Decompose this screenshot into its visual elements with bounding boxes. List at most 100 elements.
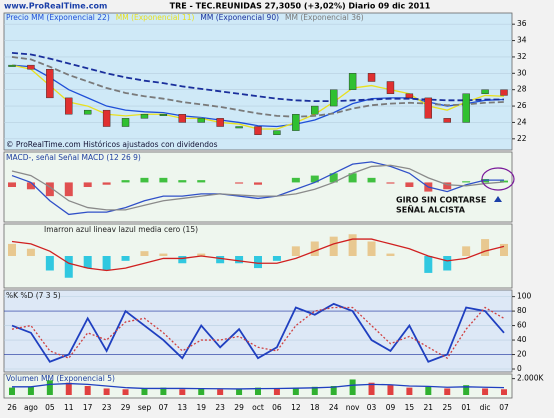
candle xyxy=(386,81,395,94)
oscillator-bar xyxy=(443,256,452,271)
macd-histogram xyxy=(45,182,54,197)
candle xyxy=(159,114,168,116)
oscillator-bar xyxy=(64,256,73,278)
panel-title: Volumen MM (Exponencial 5) xyxy=(6,374,115,383)
oscillator-bar xyxy=(8,243,16,256)
y-tick-label: 28 xyxy=(517,85,527,94)
oscillator-bar xyxy=(159,253,168,256)
candle xyxy=(405,93,414,99)
volume-bar xyxy=(9,387,15,395)
candle xyxy=(424,97,433,119)
candle xyxy=(500,89,508,96)
candle xyxy=(140,114,149,119)
y-tick-label: 20 xyxy=(517,350,527,359)
volume-bar xyxy=(292,387,299,395)
oscillator-bar xyxy=(348,234,357,256)
candle xyxy=(443,118,451,123)
x-tick-label: 25 xyxy=(442,403,452,412)
volume-bar xyxy=(179,389,186,395)
x-tick-label: 12 xyxy=(291,403,301,412)
oscillator-bar xyxy=(102,256,111,271)
volume-bar xyxy=(273,388,280,395)
y-tick-label: 36 xyxy=(517,19,527,28)
candle xyxy=(216,118,224,127)
x-tick-label: 19 xyxy=(196,403,206,412)
footer-note: © ProRealTime.com Históricos ajustados c… xyxy=(6,140,218,149)
x-tick-label: 17 xyxy=(83,403,93,412)
macd-histogram xyxy=(500,180,508,183)
candle xyxy=(46,69,54,99)
candle xyxy=(311,105,319,115)
brand: www.ProRealTime.com xyxy=(4,2,107,11)
panel-title: %K %D (7 3 5) xyxy=(6,291,61,300)
candle xyxy=(102,109,111,127)
x-tick-label: 05 xyxy=(45,403,55,412)
volume-bar xyxy=(330,386,337,395)
volume-bar xyxy=(482,388,489,395)
oscillator-bar xyxy=(45,256,54,271)
volume-bar xyxy=(46,380,53,395)
oscillator-bar xyxy=(481,239,490,256)
oscillator-bar xyxy=(197,253,206,256)
y-tick-label: 34 xyxy=(517,36,527,45)
candle xyxy=(27,64,35,70)
volume-bar xyxy=(198,388,205,395)
x-tick-label: 21 xyxy=(424,403,434,412)
candle xyxy=(481,89,489,94)
oscillator-bar xyxy=(83,256,92,269)
panel-title: MACD-, señal Señal MACD (12 26 9) xyxy=(6,153,141,162)
volume-bar xyxy=(311,386,318,395)
x-tick-label: 07 xyxy=(159,403,169,412)
volume-average xyxy=(12,382,505,390)
oscillator-bar xyxy=(26,248,35,256)
x-tick-label: 18 xyxy=(310,403,320,412)
macd-histogram xyxy=(405,182,414,187)
volume-bar xyxy=(27,386,34,395)
oscillator-bar xyxy=(216,256,225,264)
candle xyxy=(65,97,73,115)
volume-bar xyxy=(501,389,507,395)
volume-bar xyxy=(217,389,224,395)
macd-histogram xyxy=(386,182,395,184)
y-tick-label: 60 xyxy=(517,321,527,330)
macd-histogram xyxy=(8,182,16,187)
x-tick-label: 01 xyxy=(461,403,471,412)
volume-bar xyxy=(255,387,261,395)
x-tick-label: dic xyxy=(480,403,491,412)
macd-histogram xyxy=(443,182,452,190)
macd-histogram xyxy=(102,182,111,185)
macd-histogram xyxy=(329,173,338,183)
oscillator-bar xyxy=(121,256,130,261)
chart-title: TRE - TEC.REUNIDAS 27,3050 (+3,02%) Diar… xyxy=(170,2,431,11)
highlight xyxy=(481,167,515,191)
x-tick-label: 06 xyxy=(272,403,282,412)
macd-histogram xyxy=(310,175,319,183)
arrow xyxy=(494,196,502,202)
x-tick-label: nov xyxy=(346,403,360,412)
y-tick-label: 26 xyxy=(517,101,527,110)
macd-line xyxy=(11,161,504,216)
annotation: GIRO SIN CORTARSE xyxy=(396,196,486,205)
candle xyxy=(273,130,281,135)
legend-entry: MM (Exponencial 90) xyxy=(200,13,279,22)
macd-histogram xyxy=(254,182,262,185)
moving-average xyxy=(11,56,505,118)
x-tick-label: 09 xyxy=(386,403,396,412)
macd-histogram xyxy=(159,177,168,183)
y-tick-label: 32 xyxy=(517,52,527,61)
y-tick-label: 24 xyxy=(517,117,527,126)
x-tick-label: 29 xyxy=(121,403,131,412)
candle xyxy=(197,118,205,123)
x-tick-label: sep xyxy=(138,403,152,412)
oscillator-bar xyxy=(272,256,281,261)
candle xyxy=(235,126,243,129)
macd-histogram xyxy=(140,177,149,183)
candle xyxy=(83,109,92,115)
oscillator-bar xyxy=(235,256,244,264)
macd-histogram xyxy=(83,182,92,187)
x-tick-label: 13 xyxy=(178,403,188,412)
macd-histogram xyxy=(291,177,300,183)
x-tick-label: 15 xyxy=(405,403,415,412)
candle xyxy=(292,114,300,131)
volume-bar xyxy=(141,388,148,395)
